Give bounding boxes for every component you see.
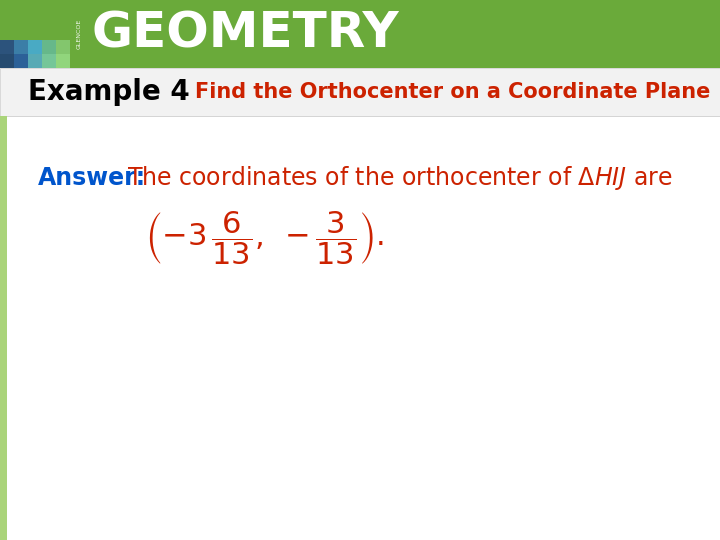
Bar: [14, 54, 28, 68]
FancyBboxPatch shape: [0, 116, 720, 540]
Bar: [56, 54, 70, 68]
Text: GLENCOE: GLENCOE: [76, 19, 81, 49]
FancyBboxPatch shape: [0, 68, 720, 116]
Text: GEOMETRY: GEOMETRY: [92, 9, 400, 57]
Text: Example 4: Example 4: [28, 78, 190, 106]
Text: $\left(-3\,\dfrac{6}{13},\;-\dfrac{3}{13}\right).$: $\left(-3\,\dfrac{6}{13},\;-\dfrac{3}{13…: [145, 209, 384, 267]
Bar: [56, 40, 70, 54]
FancyBboxPatch shape: [0, 116, 7, 540]
Text: Answer:: Answer:: [38, 166, 146, 190]
Bar: [14, 40, 28, 54]
Bar: [0, 54, 14, 68]
Bar: [28, 40, 42, 54]
Text: Find the Orthocenter on a Coordinate Plane: Find the Orthocenter on a Coordinate Pla…: [195, 82, 711, 102]
Bar: [28, 54, 42, 68]
Bar: [0, 40, 14, 54]
Text: The coordinates of the orthocenter of $\Delta HIJ$ are: The coordinates of the orthocenter of $\…: [112, 164, 672, 192]
FancyBboxPatch shape: [0, 0, 720, 68]
Bar: [42, 40, 56, 54]
Bar: [42, 54, 56, 68]
